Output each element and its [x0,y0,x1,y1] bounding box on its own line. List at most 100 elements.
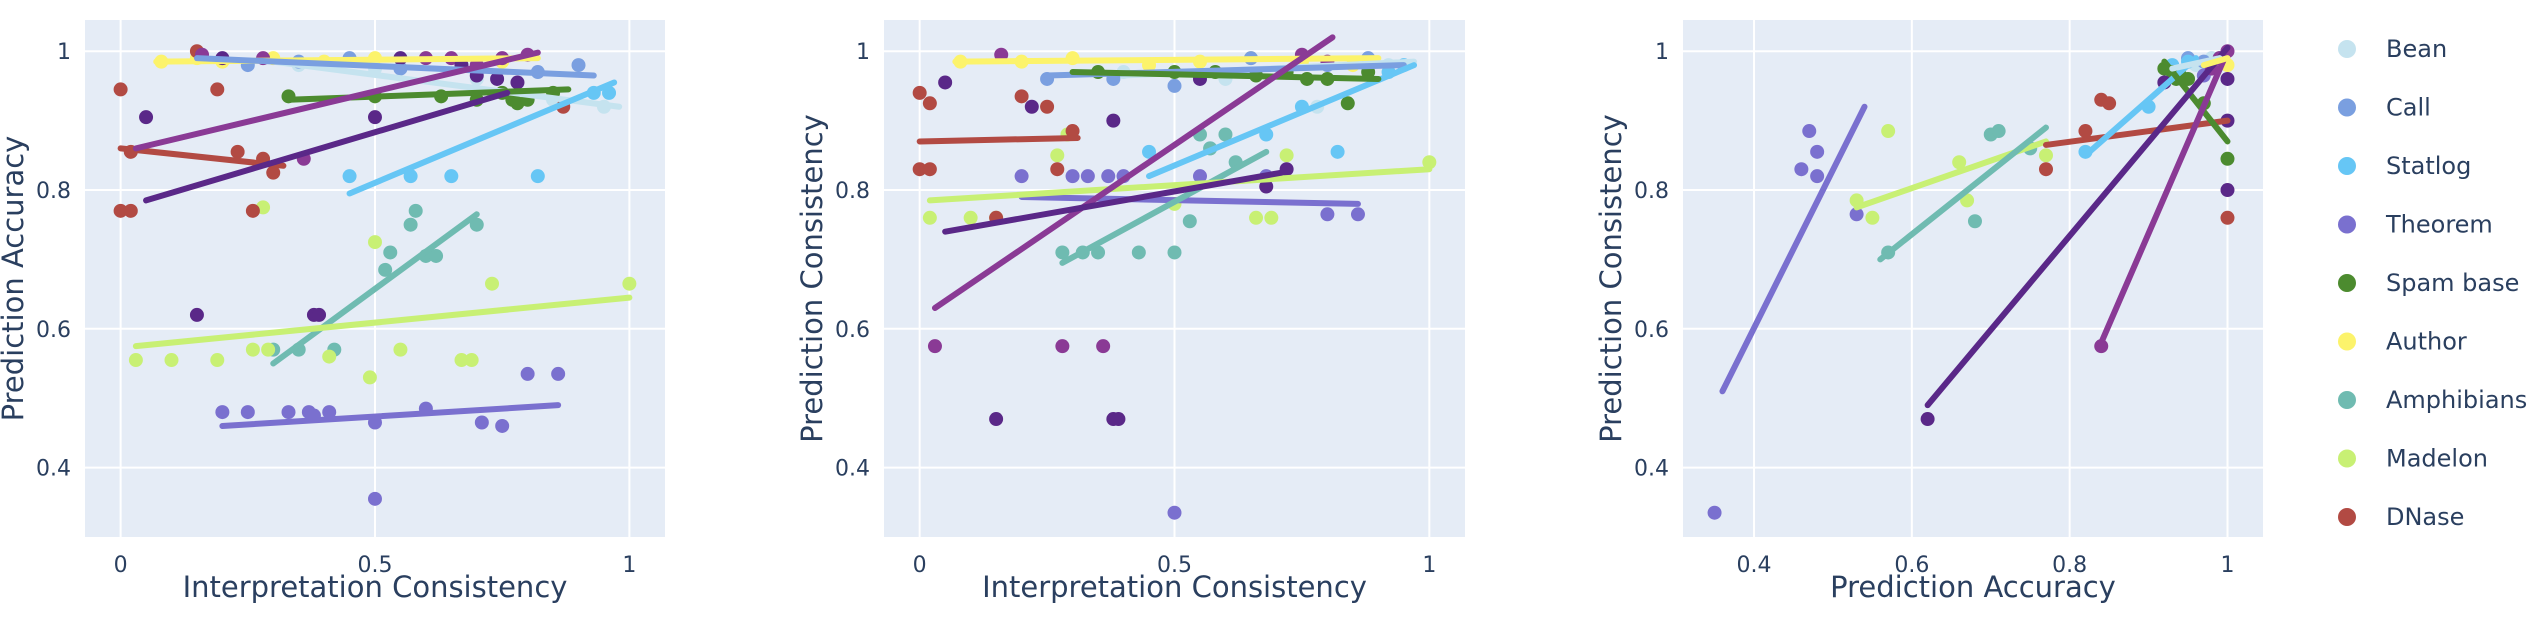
x-tick-label: 0.5 [1157,553,1192,578]
legend-item[interactable]: Bean [2338,35,2447,63]
data-point [464,353,479,368]
data-point [1810,144,1825,159]
data-point [2220,210,2235,225]
panel-2: 0 0.5 1 0.4 0.6 0.8 1 Interpretation Consistenc… [795,20,1465,604]
y-axis-label: Prediction Consistency [795,114,829,443]
data-point [1259,179,1274,194]
legend-label: Bean [2386,35,2447,63]
y-tick-label: 0.6 [36,318,71,343]
data-point [1055,339,1070,354]
data-point [368,110,382,125]
legend-item[interactable]: Author [2338,328,2467,356]
legend-item[interactable]: Theorem [2338,211,2493,239]
y-tick-label: 0.6 [1634,318,1669,343]
data-point [1167,78,1182,93]
legend-item[interactable]: Statlog [2338,152,2471,180]
y-tick-label: 0.8 [36,179,71,204]
data-point [1920,412,1935,427]
legend-marker [2338,215,2356,234]
legend-marker [2338,332,2356,351]
data-point [922,210,937,225]
data-point [1330,144,1345,159]
data-point [530,169,545,184]
data-point [1167,505,1182,520]
legend-item[interactable]: Madelon [2338,445,2488,473]
x-tick-label: 1 [622,553,636,578]
data-point [938,75,953,90]
data-point [1096,339,1111,354]
plot-area [1683,20,2263,537]
y-tick-label: 0.8 [1634,179,1669,204]
trend-line [270,58,623,110]
data-point [2038,148,2053,163]
data-point [1040,99,1055,114]
trend-line [2161,58,2231,145]
trend-line [2200,55,2231,69]
trend-line [916,134,1081,145]
x-axis-label: Interpretation Consistency [982,570,1367,604]
data-point [1024,99,1039,114]
trend-line [193,55,597,79]
x-tick-label: 0.4 [1737,553,1772,578]
data-point [139,110,154,125]
data-point [1991,124,2006,139]
data-point [210,82,225,97]
x-tick-label: 0.5 [358,553,393,578]
data-point [1849,207,1864,222]
data-point [312,307,327,322]
data-point [1802,124,1817,139]
data-point [128,353,143,368]
trend-line [926,166,1433,204]
legend-item[interactable]: Call [2338,94,2431,122]
legend-label: Call [2386,94,2431,122]
legend-marker [2338,391,2356,409]
data-point [510,75,525,90]
y-axis-label: Prediction Accuracy [0,136,30,422]
data-point [474,415,489,430]
data-point [189,307,204,322]
data-point [1014,169,1029,184]
data-point [123,203,138,218]
data-point [1167,245,1182,260]
trend-line [931,34,1336,311]
trend-line [132,294,633,350]
legend-item[interactable]: Amphibians [2338,386,2527,414]
data-point [2078,124,2093,139]
data-point [1340,96,1355,111]
data-point [1050,148,1065,163]
trend-line [942,169,1285,235]
data-point [1101,169,1116,184]
trend-line [2098,48,2231,346]
data-point [1422,155,1437,170]
legend-item[interactable]: DNase [2338,503,2464,531]
trend-line [270,211,480,367]
legend: Bean Call Statlog Theorem Spam base Author Amp… [2338,35,2527,531]
x-tick-label: 0 [114,553,128,578]
data-point [383,245,398,260]
data-point [994,47,1009,62]
legend-label: Amphibians [2386,386,2527,414]
x-axis-label: Prediction Accuracy [1830,570,2116,604]
y-tick-label: 0.4 [1634,457,1669,482]
legend-label: Statlog [2386,152,2471,180]
data-point [1249,210,1264,225]
legend-label: Theorem [2385,211,2493,239]
y-tick-label: 0.6 [835,318,870,343]
legend-label: Author [2386,328,2467,356]
data-point [393,342,408,357]
data-point [444,169,459,184]
data-point [1106,113,1121,128]
trend-line [132,49,541,152]
data-point [322,349,337,364]
legend-marker [2338,98,2356,117]
data-layer [1707,44,2235,520]
x-tick-label: 1 [1422,553,1436,578]
legend-item[interactable]: Spam base [2338,269,2519,297]
data-point [1050,162,1065,177]
data-point [1350,207,1365,222]
data-point [2220,183,2235,198]
data-point [164,353,179,368]
data-point [2102,96,2117,111]
y-tick-label: 0.4 [835,457,870,482]
data-point [342,169,357,184]
